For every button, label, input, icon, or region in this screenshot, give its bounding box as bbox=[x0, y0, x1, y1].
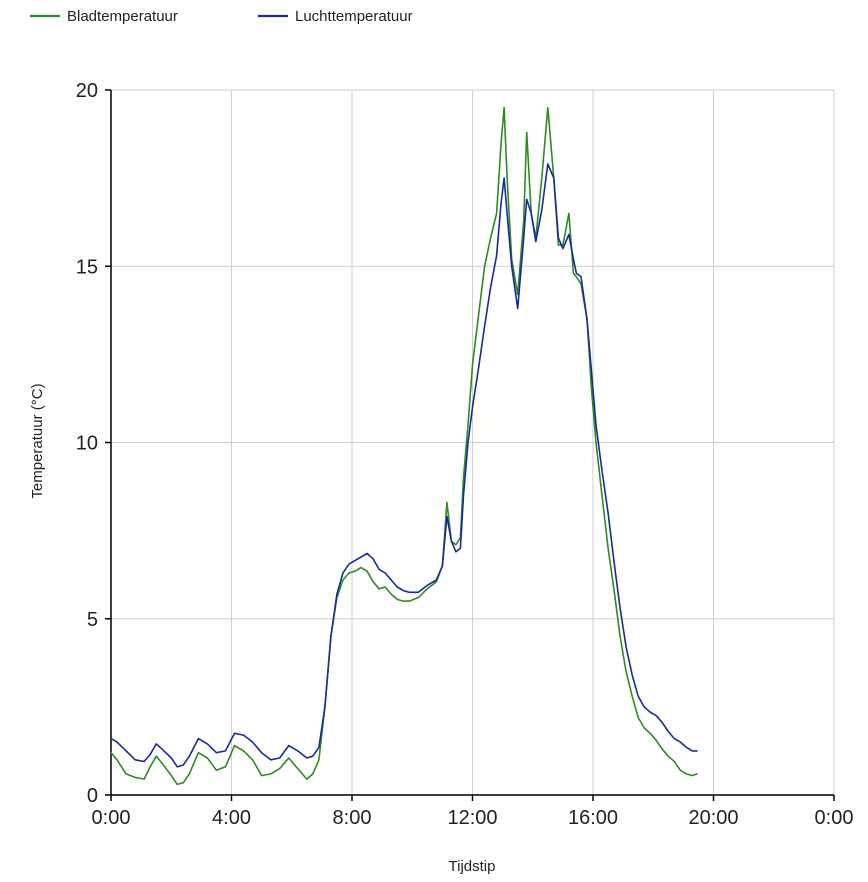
legend-label-bladtemperatuur: Bladtemperatuur bbox=[67, 8, 178, 25]
chart-series bbox=[110, 106, 698, 786]
series-line-bladtemperatuur bbox=[110, 106, 698, 786]
y-tick-label: 20 bbox=[76, 80, 98, 102]
y-axis-title: Temperatuur (°C) bbox=[29, 383, 46, 498]
chart-grid bbox=[111, 89, 835, 795]
y-tick-label: 10 bbox=[76, 433, 98, 455]
x-tick-label: 16:00 bbox=[568, 807, 618, 829]
x-axis-title: Tijdstip bbox=[449, 858, 496, 875]
series-line-luchttemperatuur bbox=[110, 163, 698, 768]
y-tick-label: 15 bbox=[76, 256, 98, 278]
x-tick-label: 8:00 bbox=[333, 807, 372, 829]
y-tick-label: 5 bbox=[87, 609, 98, 631]
chart-legend: Bladtemperatuur Luchttemperatuur bbox=[30, 8, 413, 25]
x-tick-label: 20:00 bbox=[688, 807, 738, 829]
legend-label-luchttemperatuur: Luchttemperatuur bbox=[295, 8, 413, 25]
x-tick-label: 12:00 bbox=[447, 807, 497, 829]
x-tick-label: 4:00 bbox=[212, 807, 251, 829]
x-tick-label: 0:00 bbox=[92, 807, 131, 829]
x-tick-label: 0:00 bbox=[815, 807, 854, 829]
y-tick-label: 0 bbox=[87, 785, 98, 807]
